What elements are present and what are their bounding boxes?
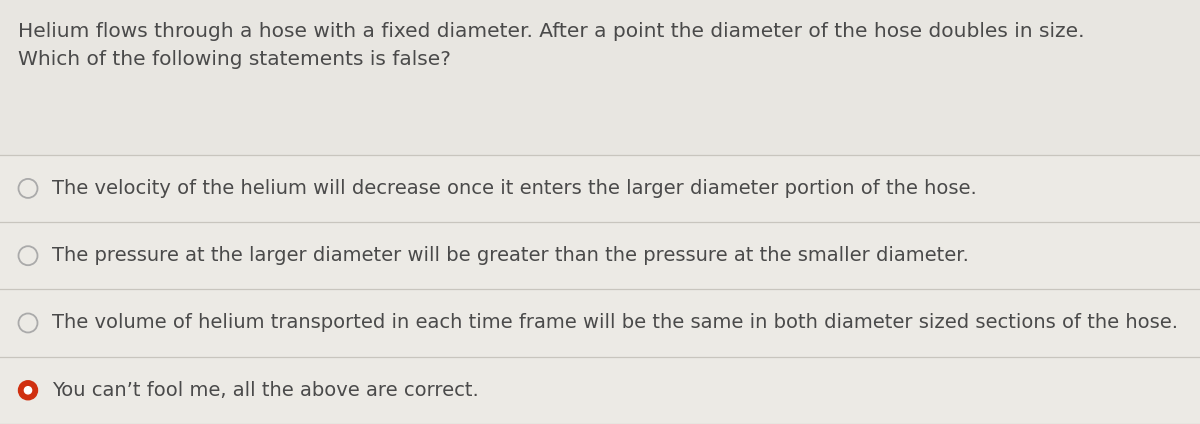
Text: The volume of helium transported in each time frame will be the same in both dia: The volume of helium transported in each… <box>52 313 1178 332</box>
FancyBboxPatch shape <box>0 0 1200 155</box>
Text: The velocity of the helium will decrease once it enters the larger diameter port: The velocity of the helium will decrease… <box>52 179 977 198</box>
Text: You can’t fool me, all the above are correct.: You can’t fool me, all the above are cor… <box>52 381 479 400</box>
FancyBboxPatch shape <box>0 155 1200 424</box>
Ellipse shape <box>18 381 37 400</box>
Text: Which of the following statements is false?: Which of the following statements is fal… <box>18 50 451 69</box>
Text: Helium flows through a hose with a fixed diameter. After a point the diameter of: Helium flows through a hose with a fixed… <box>18 22 1085 41</box>
Ellipse shape <box>24 387 31 394</box>
Text: The pressure at the larger diameter will be greater than the pressure at the sma: The pressure at the larger diameter will… <box>52 246 968 265</box>
